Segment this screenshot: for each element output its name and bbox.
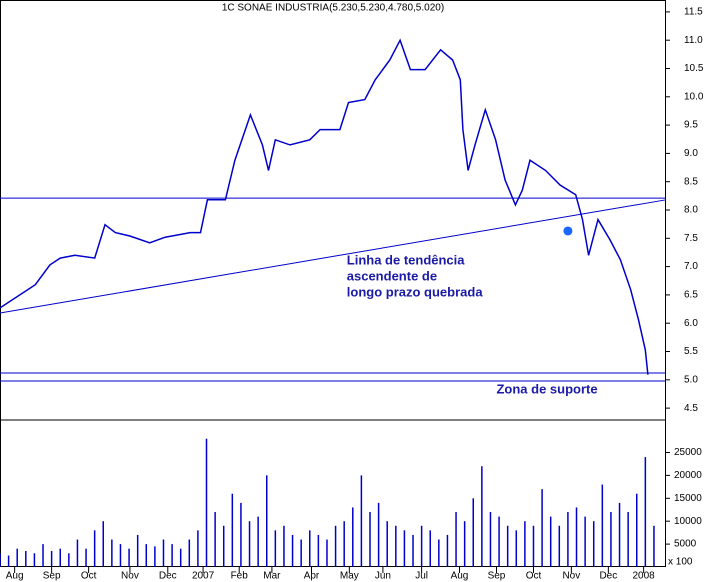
y-tick-label: 7.5: [684, 233, 698, 244]
y-tick-label: 9.5: [684, 120, 698, 131]
x-tick-label: Nov: [121, 571, 139, 582]
x-tick-label: Dec: [159, 571, 177, 582]
y-tick-label: 10000: [674, 516, 702, 527]
x-tick-label: Aug: [6, 571, 24, 582]
x-tick-label: 2007: [192, 571, 215, 582]
x-tick-label: Nov: [562, 571, 580, 582]
x-tick-label: Aug: [451, 571, 469, 582]
x-tick-label: Jul: [415, 571, 428, 582]
y-tick-label: 11.5: [684, 7, 703, 18]
annotation: longo prazo quebrada: [347, 284, 484, 299]
y-tick-label: 8.5: [684, 176, 698, 187]
y-tick-label: 6.0: [684, 318, 698, 329]
y-tick-label: 10.0: [684, 91, 704, 102]
y-tick-label: 6.5: [684, 290, 698, 301]
x-tick-label: Apr: [304, 571, 320, 582]
chart-title: 1C SONAE INDUSTRIA(5.230,5.230,4.780,5.0…: [222, 3, 444, 14]
y-tick-label: 20000: [674, 470, 702, 481]
price-line: [0, 38, 649, 375]
x-tick-label: Mar: [263, 571, 281, 582]
y-tick-label: 15000: [674, 493, 702, 504]
y-tick-label: 5.0: [684, 374, 698, 385]
y-tick-label: 9.0: [684, 148, 698, 159]
y-tick-label: 4.5: [684, 403, 698, 414]
frame: [0, 0, 666, 567]
y-tick-label: 5000: [674, 539, 697, 550]
x-tick-label: Oct: [81, 571, 97, 582]
unit-label: x 100: [668, 557, 693, 568]
x-tick-label: May: [340, 571, 359, 582]
y-tick-label: 10.5: [684, 63, 704, 74]
x-tick-label: Dec: [599, 571, 617, 582]
x-tick-label: Jun: [375, 571, 391, 582]
y-tick-label: 25000: [674, 447, 702, 458]
x-tick-label: Sep: [488, 571, 506, 582]
annotation: Linha de tendência: [347, 252, 466, 267]
trend-line: [0, 199, 667, 314]
annotation: Zona de suporte: [496, 381, 597, 396]
x-tick-label: Feb: [231, 571, 249, 582]
y-tick-label: 11.0: [684, 35, 703, 46]
y-tick-label: 8.0: [684, 205, 698, 216]
y-tick-label: 5.5: [684, 346, 698, 357]
x-tick-label: 2008: [633, 571, 656, 582]
x-tick-label: Oct: [526, 571, 542, 582]
signal-marker: [563, 226, 573, 236]
y-tick-label: 7.0: [684, 261, 698, 272]
x-tick-label: Sep: [43, 571, 61, 582]
annotation: ascendente de: [347, 268, 437, 283]
